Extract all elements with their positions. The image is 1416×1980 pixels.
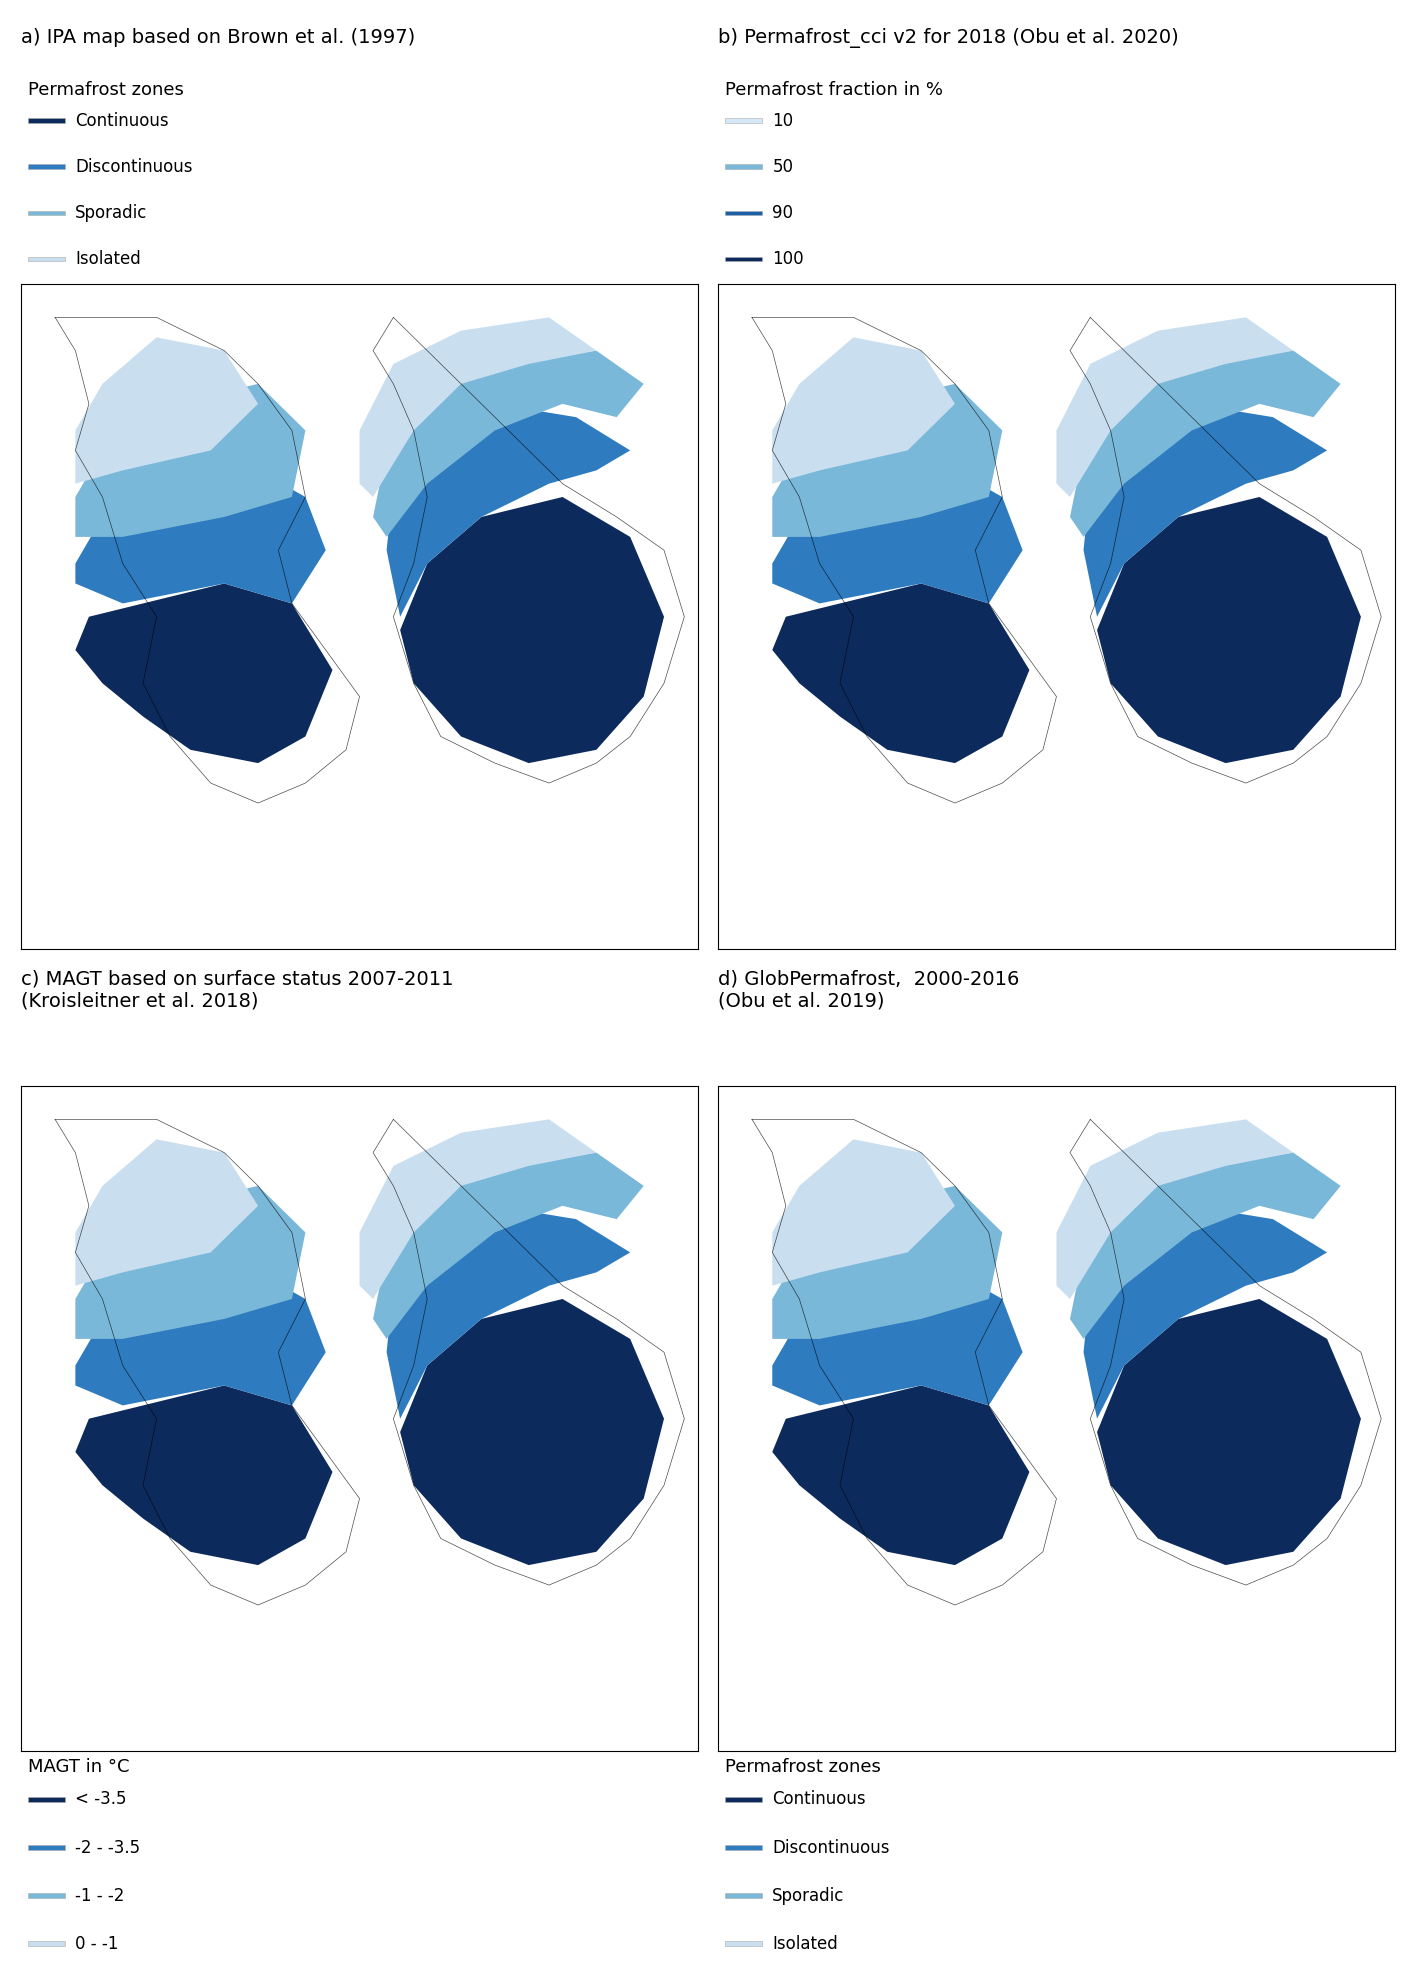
Polygon shape — [772, 384, 1003, 537]
Text: Discontinuous: Discontinuous — [75, 158, 193, 176]
Polygon shape — [75, 471, 326, 604]
Text: Permafrost zones: Permafrost zones — [28, 81, 184, 99]
Text: b) Permafrost_cci v2 for 2018 (Obu et al. 2020): b) Permafrost_cci v2 for 2018 (Obu et al… — [718, 28, 1180, 48]
Polygon shape — [372, 350, 644, 537]
Polygon shape — [75, 584, 333, 762]
Polygon shape — [75, 1386, 333, 1564]
Polygon shape — [772, 471, 1022, 604]
Polygon shape — [772, 1386, 1029, 1564]
Polygon shape — [401, 1299, 664, 1564]
Bar — [725, 210, 762, 216]
Polygon shape — [75, 1273, 326, 1406]
Polygon shape — [772, 337, 954, 483]
Text: d) GlobPermafrost,  2000-2016
(Obu et al. 2019): d) GlobPermafrost, 2000-2016 (Obu et al.… — [718, 970, 1020, 1012]
Text: 0 - -1: 0 - -1 — [75, 1934, 119, 1952]
Bar — [28, 257, 65, 261]
Bar — [725, 257, 762, 261]
Polygon shape — [772, 584, 1029, 762]
Bar — [725, 164, 762, 168]
Polygon shape — [772, 1138, 954, 1285]
Text: Permafrost fraction in %: Permafrost fraction in % — [725, 81, 943, 99]
Polygon shape — [75, 337, 258, 483]
Polygon shape — [772, 1186, 1003, 1338]
Bar — [28, 119, 65, 123]
Bar — [28, 1893, 65, 1899]
Polygon shape — [1083, 404, 1327, 616]
Polygon shape — [372, 1152, 644, 1338]
Bar — [725, 1798, 762, 1802]
Polygon shape — [387, 404, 630, 616]
Bar — [28, 1845, 65, 1849]
Text: c) MAGT based on surface status 2007-2011
(Kroisleitner et al. 2018): c) MAGT based on surface status 2007-201… — [21, 970, 453, 1012]
Polygon shape — [401, 497, 664, 762]
Polygon shape — [1083, 1206, 1327, 1420]
Text: Isolated: Isolated — [75, 249, 142, 267]
Text: Sporadic: Sporadic — [75, 204, 147, 222]
Text: -2 - -3.5: -2 - -3.5 — [75, 1839, 140, 1857]
Text: 90: 90 — [772, 204, 793, 222]
Polygon shape — [75, 1186, 306, 1338]
Text: < -3.5: < -3.5 — [75, 1790, 127, 1808]
Polygon shape — [387, 1206, 630, 1420]
Bar — [28, 210, 65, 216]
Text: -1 - -2: -1 - -2 — [75, 1887, 125, 1905]
Polygon shape — [1097, 1299, 1361, 1564]
Bar — [725, 1845, 762, 1849]
Polygon shape — [75, 384, 306, 537]
Text: 50: 50 — [772, 158, 793, 176]
Polygon shape — [1097, 497, 1361, 762]
Text: Continuous: Continuous — [75, 111, 169, 129]
Text: 10: 10 — [772, 111, 793, 129]
Polygon shape — [1056, 1119, 1293, 1299]
Polygon shape — [360, 317, 596, 497]
Polygon shape — [1056, 317, 1293, 497]
Text: Permafrost zones: Permafrost zones — [725, 1758, 881, 1776]
Bar — [725, 1942, 762, 1946]
Polygon shape — [1070, 350, 1341, 537]
Text: Continuous: Continuous — [772, 1790, 867, 1808]
Text: Isolated: Isolated — [772, 1934, 838, 1952]
Text: MAGT in °C: MAGT in °C — [28, 1758, 129, 1776]
Bar — [28, 164, 65, 168]
Text: Discontinuous: Discontinuous — [772, 1839, 889, 1857]
Bar — [725, 1893, 762, 1899]
Polygon shape — [360, 1119, 596, 1299]
Bar — [28, 1942, 65, 1946]
Bar — [725, 119, 762, 123]
Text: a) IPA map based on Brown et al. (1997): a) IPA map based on Brown et al. (1997) — [21, 28, 415, 48]
Polygon shape — [75, 1138, 258, 1285]
Bar — [28, 1798, 65, 1802]
Text: Sporadic: Sporadic — [772, 1887, 845, 1905]
Polygon shape — [772, 1273, 1022, 1406]
Polygon shape — [1070, 1152, 1341, 1338]
Text: 100: 100 — [772, 249, 804, 267]
